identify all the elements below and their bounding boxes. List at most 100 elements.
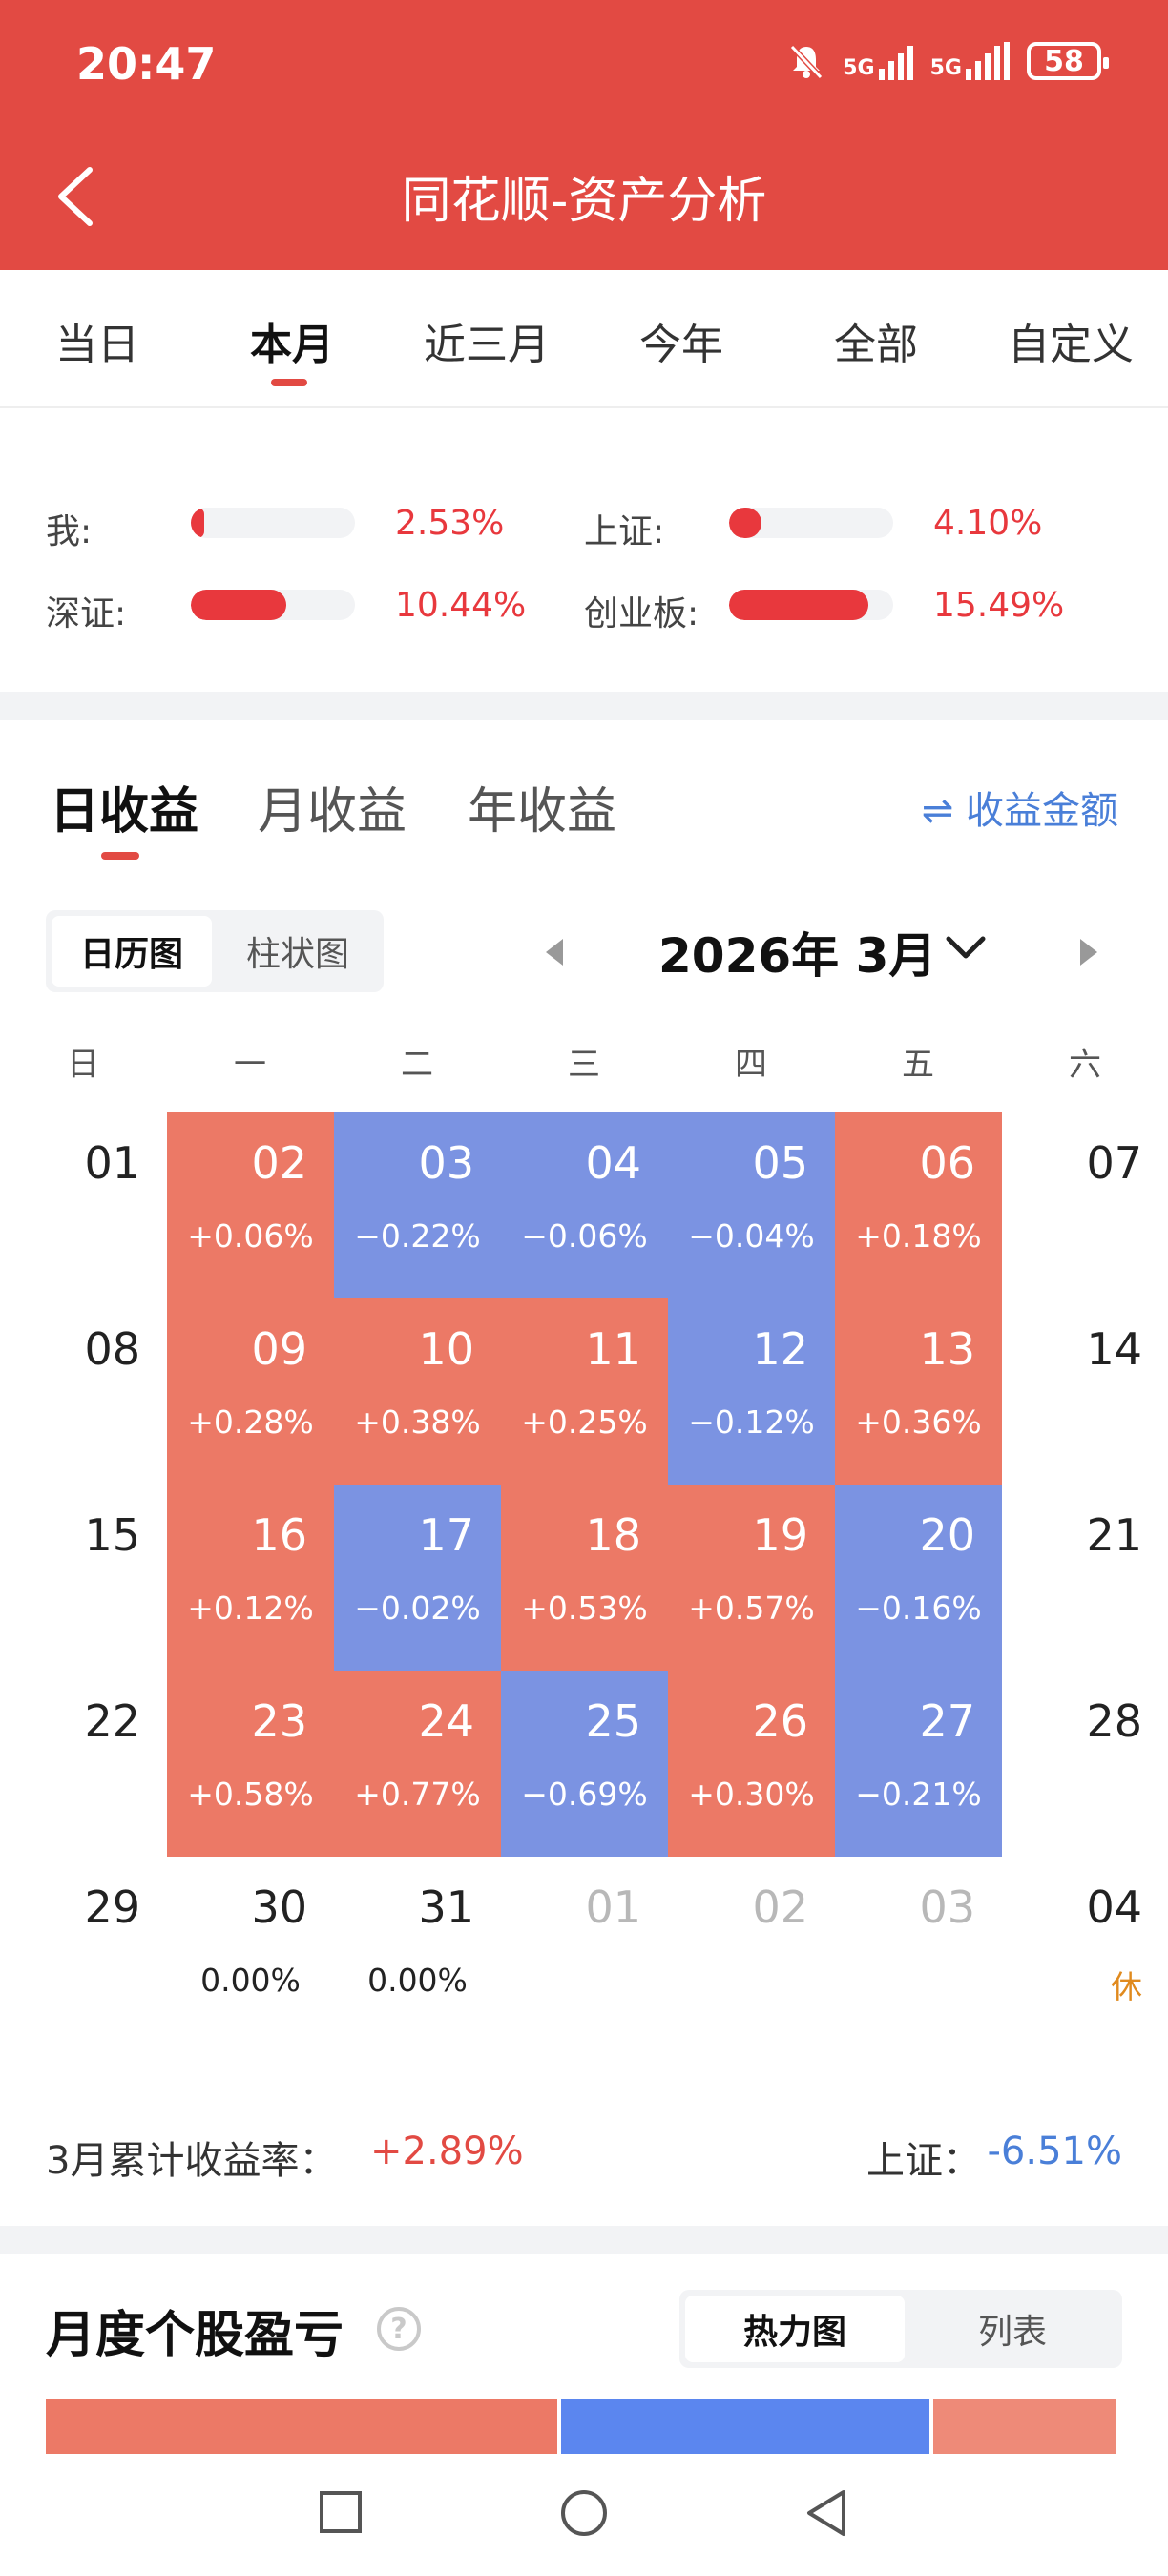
- calendar-cell-sat[interactable]: 07: [1002, 1112, 1168, 1298]
- calendar-day-return: −0.16%: [855, 1589, 982, 1627]
- weekday-tue: 二: [401, 1046, 433, 1084]
- calendar-cell-sun[interactable]: 01: [0, 1112, 167, 1298]
- calendar-day-return: +0.18%: [855, 1217, 982, 1255]
- prev-month-icon[interactable]: [542, 937, 567, 967]
- calendar-cell-fri[interactable]: 03: [835, 1857, 1002, 2043]
- comparison-bar-chinext: [729, 590, 893, 620]
- status-icons: 5G 5G 58: [787, 42, 1109, 80]
- tab-today[interactable]: 当日: [55, 321, 139, 369]
- comparison-value-shanghai: 4.10%: [933, 504, 1043, 543]
- next-month-icon[interactable]: [1076, 937, 1101, 967]
- calendar-day-number: 13: [919, 1323, 975, 1375]
- calendar-day-number: 07: [1086, 1137, 1142, 1189]
- calendar-cell-wed[interactable]: 11 +0.25%: [501, 1298, 668, 1485]
- calendar-cell-tue[interactable]: 10 +0.38%: [334, 1298, 501, 1485]
- calendar-day-number: 01: [585, 1881, 641, 1933]
- calendar-day-return: +0.38%: [354, 1403, 481, 1441]
- heatmap-block[interactable]: [933, 2399, 1116, 2457]
- calendar-cell-wed[interactable]: 01: [501, 1857, 668, 2043]
- calendar-cell-tue[interactable]: 24 +0.77%: [334, 1671, 501, 1857]
- calendar-cell-thu[interactable]: 19 +0.57%: [668, 1485, 835, 1671]
- calendar-cell-fri[interactable]: 27 −0.21%: [835, 1671, 1002, 1857]
- calendar-day-return: −0.04%: [688, 1217, 815, 1255]
- calendar-day-return: +0.12%: [187, 1589, 314, 1627]
- calendar-cell-sun[interactable]: 08: [0, 1298, 167, 1485]
- calendar-day-number: 31: [418, 1881, 474, 1933]
- calendar-cell-thu[interactable]: 12 −0.12%: [668, 1298, 835, 1485]
- calendar-cell-sun[interactable]: 29: [0, 1857, 167, 2043]
- calendar-cell-fri[interactable]: 13 +0.36%: [835, 1298, 1002, 1485]
- month-label[interactable]: 2026年 3月: [658, 928, 937, 984]
- comparison-label-shanghai: 上证:: [584, 512, 665, 551]
- tab-last-three-months[interactable]: 近三月: [424, 321, 550, 369]
- tab-custom[interactable]: 自定义: [1008, 321, 1134, 369]
- tab-daily-profit[interactable]: 日收益: [50, 783, 199, 841]
- heat-view-switch: 热力图 列表: [679, 2290, 1122, 2368]
- calendar-cell-sat[interactable]: 21: [1002, 1485, 1168, 1671]
- list-view-button[interactable]: 列表: [977, 2313, 1047, 2352]
- calendar-day-number: 29: [84, 1881, 140, 1933]
- calendar-day-number: 04: [1086, 1881, 1142, 1933]
- profit-tab-indicator: [101, 852, 139, 860]
- heatmap-block[interactable]: [46, 2399, 557, 2457]
- calendar-cell-fri[interactable]: 20 −0.16%: [835, 1485, 1002, 1671]
- calendar-day-return: −0.06%: [521, 1217, 648, 1255]
- calendar-cell-mon[interactable]: 02 +0.06%: [167, 1112, 334, 1298]
- calendar-cell-sun[interactable]: 22: [0, 1671, 167, 1857]
- calendar-cell-sat[interactable]: 28: [1002, 1671, 1168, 1857]
- calendar-day-number: 17: [418, 1509, 474, 1561]
- calendar-cell-mon[interactable]: 23 +0.58%: [167, 1671, 334, 1857]
- calendar-day-number: 06: [919, 1137, 975, 1189]
- calendar-cell-thu[interactable]: 02: [668, 1857, 835, 2043]
- index-label: 上证：: [866, 2139, 981, 2183]
- calendar-cell-mon[interactable]: 30 0.00%: [167, 1857, 334, 2043]
- tab-this-year[interactable]: 今年: [639, 321, 723, 369]
- tab-all[interactable]: 全部: [834, 321, 918, 369]
- weekday-sat: 六: [1069, 1046, 1101, 1084]
- status-time: 20:47: [76, 38, 217, 90]
- comparison-value-shenzhen: 10.44%: [395, 586, 527, 625]
- calendar-cell-sun[interactable]: 15: [0, 1485, 167, 1671]
- view-switch: 日历图 柱状图: [46, 910, 384, 992]
- calendar-cell-thu[interactable]: 26 +0.30%: [668, 1671, 835, 1857]
- monthly-stock-title: 月度个股盈亏: [46, 2307, 344, 2364]
- calendar-cell-wed[interactable]: 18 +0.53%: [501, 1485, 668, 1671]
- heatmap-view-button[interactable]: 热力图: [685, 2296, 905, 2362]
- calendar-cell-tue[interactable]: 03 −0.22%: [334, 1112, 501, 1298]
- calendar-day-return: +0.58%: [187, 1776, 314, 1813]
- calendar-cell-tue[interactable]: 31 0.00%: [334, 1857, 501, 2043]
- tab-yearly-profit[interactable]: 年收益: [468, 783, 617, 841]
- calendar-day-number: 22: [84, 1695, 140, 1747]
- calendar-cell-thu[interactable]: 05 −0.04%: [668, 1112, 835, 1298]
- calendar-view-button[interactable]: 日历图: [52, 916, 212, 987]
- back-nav-icon[interactable]: [803, 2488, 847, 2538]
- home-icon[interactable]: [559, 2488, 609, 2538]
- help-icon[interactable]: ?: [377, 2307, 421, 2351]
- active-tab-indicator: [271, 379, 307, 386]
- calendar-cell-wed[interactable]: 25 −0.69%: [501, 1671, 668, 1857]
- heatmap-block[interactable]: [561, 2399, 929, 2457]
- calendar-day-number: 10: [418, 1323, 474, 1375]
- comparison-label-me: 我:: [46, 512, 93, 551]
- calendar-cell-mon[interactable]: 16 +0.12%: [167, 1485, 334, 1671]
- tab-monthly-profit[interactable]: 月收益: [258, 783, 407, 841]
- calendar-cell-fri[interactable]: 06 +0.18%: [835, 1112, 1002, 1298]
- index-value: -6.51%: [987, 2129, 1122, 2173]
- calendar-day-return: +0.36%: [855, 1403, 982, 1441]
- profit-amount-toggle[interactable]: ⇌ 收益金额: [921, 789, 1118, 833]
- calendar-cell-mon[interactable]: 09 +0.28%: [167, 1298, 334, 1485]
- calendar-day-number: 08: [84, 1323, 140, 1375]
- back-arrow-icon[interactable]: [50, 162, 107, 229]
- recent-apps-icon[interactable]: [319, 2490, 363, 2534]
- chevron-down-icon[interactable]: [945, 933, 987, 962]
- calendar-cell-tue[interactable]: 17 −0.02%: [334, 1485, 501, 1671]
- calendar-cell-sat[interactable]: 04 休: [1002, 1857, 1168, 2043]
- calendar-cell-sat[interactable]: 14: [1002, 1298, 1168, 1485]
- calendar-day-return: +0.77%: [354, 1776, 481, 1813]
- weekday-fri: 五: [902, 1046, 934, 1084]
- calendar-day-number: 04: [585, 1137, 641, 1189]
- tab-this-month[interactable]: 本月: [250, 321, 334, 369]
- calendar-cell-wed[interactable]: 04 −0.06%: [501, 1112, 668, 1298]
- bar-view-button[interactable]: 柱状图: [245, 935, 349, 974]
- calendar-day-number: 28: [1086, 1695, 1142, 1747]
